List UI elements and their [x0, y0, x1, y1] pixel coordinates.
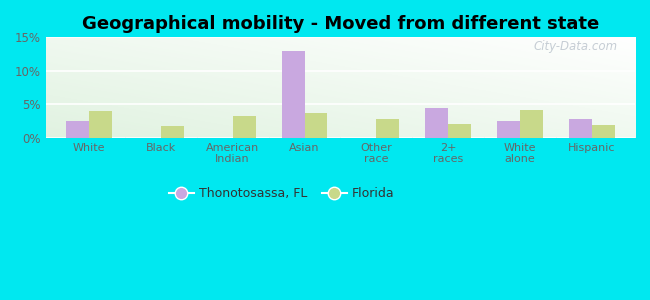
Bar: [233, 116, 255, 138]
Legend: Thonotosassa, FL, Florida: Thonotosassa, FL, Florida: [164, 182, 400, 206]
Bar: [592, 125, 615, 138]
Bar: [425, 108, 448, 138]
Bar: [161, 126, 184, 138]
Bar: [569, 119, 592, 138]
Text: City-Data.com: City-Data.com: [533, 40, 618, 53]
Bar: [66, 121, 89, 138]
Bar: [281, 51, 304, 138]
Bar: [448, 124, 471, 138]
Title: Geographical mobility - Moved from different state: Geographical mobility - Moved from diffe…: [82, 15, 599, 33]
Bar: [304, 113, 328, 138]
Bar: [376, 119, 399, 138]
Bar: [520, 110, 543, 138]
Bar: [497, 121, 520, 138]
Bar: [89, 111, 112, 138]
